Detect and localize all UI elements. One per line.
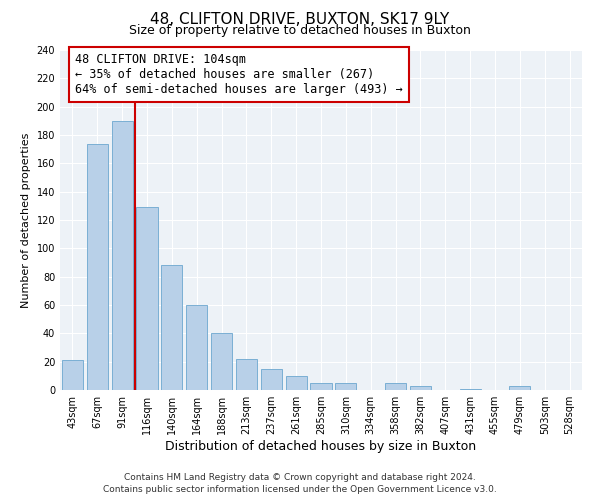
X-axis label: Distribution of detached houses by size in Buxton: Distribution of detached houses by size …: [166, 440, 476, 453]
Bar: [136, 207, 158, 390]
Bar: [310, 383, 332, 390]
Bar: [385, 383, 406, 390]
Bar: [410, 386, 431, 390]
Text: Size of property relative to detached houses in Buxton: Size of property relative to detached ho…: [129, 24, 471, 37]
Bar: [62, 360, 83, 390]
Bar: [236, 359, 257, 390]
Bar: [161, 266, 182, 390]
Bar: [509, 386, 530, 390]
Text: Contains HM Land Registry data © Crown copyright and database right 2024.
Contai: Contains HM Land Registry data © Crown c…: [103, 472, 497, 494]
Bar: [286, 376, 307, 390]
Bar: [186, 305, 207, 390]
Bar: [87, 144, 108, 390]
Bar: [335, 383, 356, 390]
Bar: [112, 121, 133, 390]
Bar: [460, 388, 481, 390]
Text: 48, CLIFTON DRIVE, BUXTON, SK17 9LY: 48, CLIFTON DRIVE, BUXTON, SK17 9LY: [151, 12, 449, 28]
Bar: [211, 334, 232, 390]
Text: 48 CLIFTON DRIVE: 104sqm
← 35% of detached houses are smaller (267)
64% of semi-: 48 CLIFTON DRIVE: 104sqm ← 35% of detach…: [75, 53, 403, 96]
Y-axis label: Number of detached properties: Number of detached properties: [21, 132, 31, 308]
Bar: [261, 369, 282, 390]
